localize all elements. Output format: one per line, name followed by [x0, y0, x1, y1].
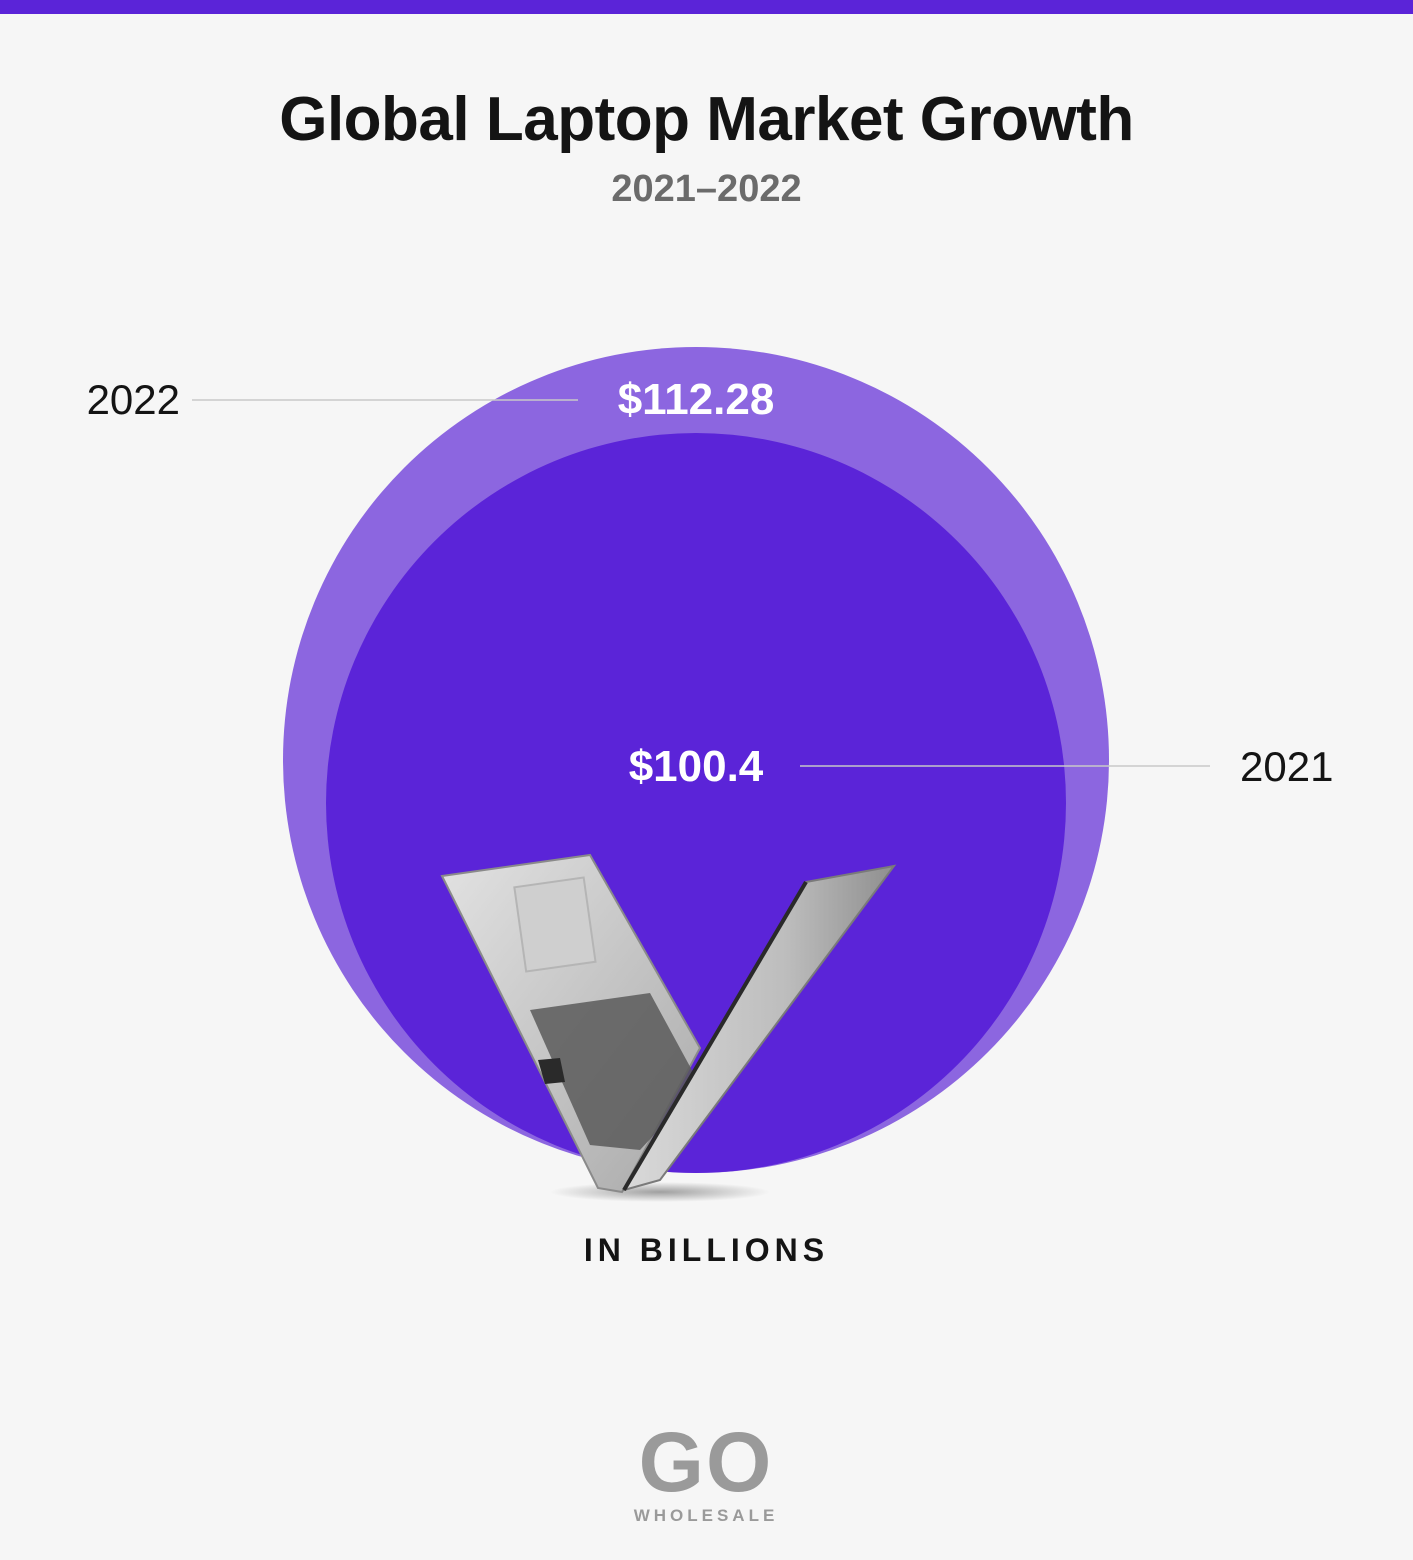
chart-title: Global Laptop Market Growth [279, 85, 1134, 154]
units-label: IN BILLIONS [583, 1232, 830, 1268]
logo-main: GO [638, 1415, 774, 1509]
bubble-2021 [326, 433, 1066, 1173]
series-label-2021: 2021 [1240, 743, 1333, 790]
value-label-2021: $100.4 [629, 742, 764, 791]
value-label-2022: $112.28 [618, 375, 775, 424]
chart-subtitle: 2021–2022 [611, 168, 802, 210]
logo-sub: WHOLESALE [633, 1506, 779, 1525]
top-accent-bar [0, 0, 1413, 14]
series-label-2022: 2022 [87, 376, 180, 423]
laptop-illustration [440, 853, 897, 1202]
brand-logo: GO WHOLESALE [606, 1420, 806, 1526]
